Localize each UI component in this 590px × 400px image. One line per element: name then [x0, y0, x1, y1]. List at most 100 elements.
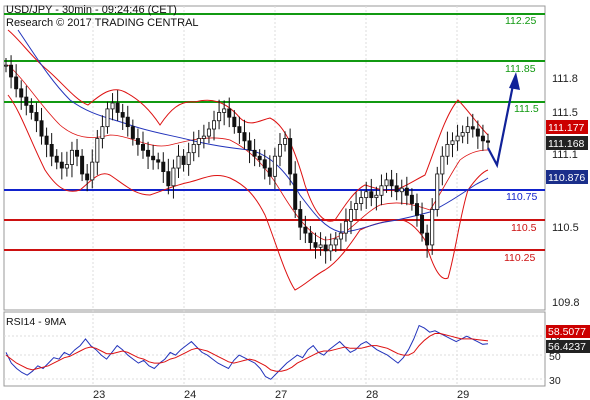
- price-badges: 111.177 111.168 110.876: [546, 120, 588, 184]
- price-bar-body: [69, 149, 74, 165]
- price-bar-body: [343, 220, 348, 234]
- price-bar-body: [313, 242, 318, 248]
- price-bar-body: [384, 179, 389, 187]
- rsi-series: [5, 324, 489, 380]
- price-bar-body: [212, 120, 217, 130]
- price-bar-body: [54, 155, 59, 163]
- price-bar-body: [267, 167, 272, 177]
- rsi-tick-50: 50: [549, 351, 561, 363]
- price-bar-body: [389, 179, 394, 187]
- price-bar-body: [49, 143, 54, 157]
- price-bar-body: [90, 161, 95, 181]
- price-bar-body: [435, 173, 440, 210]
- price-bar-body: [272, 155, 277, 177]
- price-bar-body: [262, 159, 267, 169]
- price-bar-body: [430, 209, 435, 246]
- badge-dark-bg: [546, 136, 588, 150]
- badge-red-bg: [546, 120, 588, 134]
- price-bar-body: [374, 194, 379, 199]
- price-bar-body: [308, 232, 313, 243]
- price-bar-body: [338, 232, 343, 240]
- rsi-badge-red-text: 58.5077: [548, 326, 586, 338]
- chart-subtitle: Research © 2017 TRADING CENTRAL: [6, 17, 199, 29]
- price-bar-body: [115, 102, 120, 113]
- price-bar-body: [288, 138, 293, 175]
- rsi-ma-line: [5, 333, 489, 372]
- price-bar-body: [349, 209, 354, 222]
- price-bar-body: [293, 173, 298, 210]
- xtick-29: 29: [457, 389, 469, 400]
- price-bar-body: [181, 155, 186, 165]
- chart-title: USD/JPY - 30min - 09:24:46 (CET): [6, 4, 177, 16]
- ytick-111-1: 111.1: [552, 149, 578, 161]
- price-bar-body: [227, 108, 232, 118]
- price-bar-body: [44, 135, 49, 145]
- x-axis: 23 24 27 28 29: [93, 389, 469, 400]
- price-bar-body: [135, 138, 140, 145]
- price-bar-body: [100, 126, 105, 139]
- price-bar-body: [328, 244, 333, 252]
- xtick-27: 27: [275, 389, 287, 400]
- badge-blue-text: 110.876: [548, 172, 585, 184]
- price-bar-body: [140, 143, 145, 151]
- price-bar-body: [485, 140, 490, 143]
- price-bar-body: [379, 185, 384, 196]
- price-bar-body: [95, 138, 100, 163]
- price-bar-body: [359, 197, 364, 204]
- rsi-badge-red-bg: [546, 325, 590, 338]
- price-bar-body: [186, 152, 191, 165]
- ytick-111-5: 111.5: [552, 107, 578, 119]
- price-bar-body: [318, 244, 323, 248]
- rsi-tick-30: 30: [549, 375, 561, 387]
- price-bar-body: [242, 132, 247, 142]
- label-111-85: 111.85: [505, 63, 536, 75]
- rsi-panel-frame: [3, 311, 546, 387]
- price-bar-body: [75, 149, 80, 157]
- price-bar-body: [323, 244, 328, 252]
- price-bar-body: [354, 203, 359, 210]
- price-bar-body: [24, 96, 29, 106]
- price-bar-body: [257, 155, 262, 161]
- price-bar-body: [120, 112, 125, 118]
- price-bar-body: [399, 187, 404, 193]
- price-bar-body: [39, 120, 44, 137]
- price-bar-body: [333, 238, 338, 246]
- price-bar-body: [404, 187, 409, 196]
- price-bar-body: [303, 226, 308, 234]
- price-bar-body: [4, 64, 9, 67]
- price-bar-body: [151, 155, 156, 161]
- price-axis: 111.8 111.5 111.1 110.5 109.8: [552, 73, 580, 309]
- price-bar-body: [80, 155, 85, 175]
- price-bar-body: [176, 155, 181, 169]
- price-bar-body: [283, 138, 288, 145]
- price-bar-body: [232, 116, 237, 128]
- badge-blue-bg: [546, 170, 588, 184]
- price-bar-body: [425, 232, 430, 246]
- rsi-badge-dark-text: 56.4237: [548, 341, 586, 353]
- price-bar-body: [480, 135, 485, 142]
- price-bar-body: [206, 128, 211, 137]
- label-110-25: 110.25: [504, 252, 535, 264]
- price-bar-body: [252, 149, 257, 157]
- badge-dark-text: 111.168: [548, 138, 585, 150]
- price-bar-body: [455, 135, 460, 142]
- price-bar-body: [64, 164, 69, 169]
- price-bar-body: [247, 140, 252, 151]
- price-bar-body: [191, 143, 196, 154]
- price-bar-body: [59, 161, 64, 169]
- rsi-axis: 70 50 30: [549, 331, 561, 387]
- label-112-25: 112.25: [505, 15, 536, 27]
- price-bar-body: [450, 140, 455, 145]
- price-bar-body: [110, 102, 115, 110]
- price-series: [4, 55, 490, 264]
- price-bar-body: [445, 143, 450, 157]
- price-bar-body: [217, 112, 222, 122]
- price-bar-body: [277, 143, 282, 157]
- price-bar-body: [440, 155, 445, 175]
- price-bar-body: [369, 191, 374, 199]
- rsi-label: RSI14 - 9MA: [6, 316, 66, 328]
- badge-red-text: 111.177: [548, 122, 585, 134]
- price-bar-body: [19, 88, 24, 98]
- price-bar-body: [364, 191, 369, 199]
